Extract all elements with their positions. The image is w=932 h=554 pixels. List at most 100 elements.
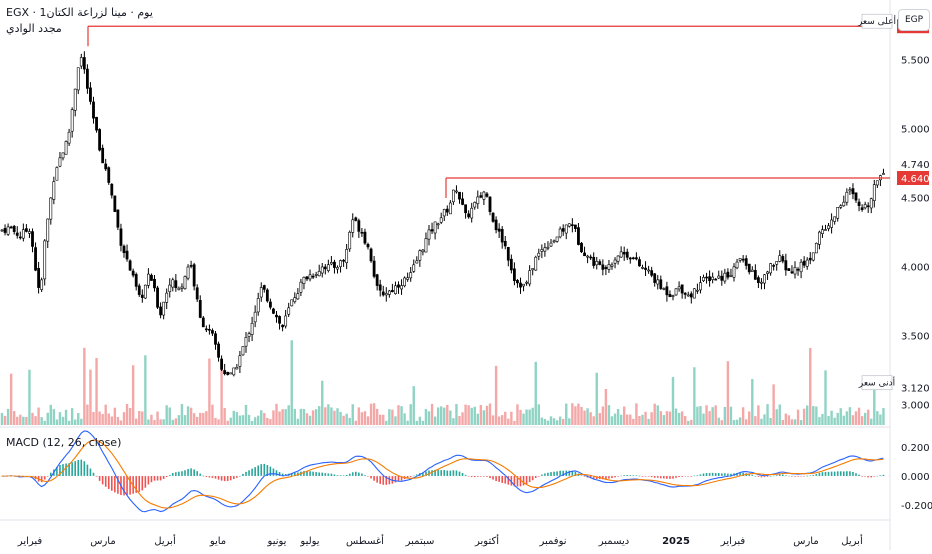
candle-body bbox=[18, 236, 22, 239]
candle-body bbox=[564, 224, 568, 234]
macd-histogram-bar bbox=[836, 471, 839, 476]
candle-body bbox=[485, 193, 489, 197]
macd-histogram-bar bbox=[672, 476, 674, 479]
candle-body bbox=[692, 288, 696, 299]
volume-bar bbox=[842, 415, 845, 425]
candle-body bbox=[436, 223, 440, 226]
candle-body bbox=[378, 284, 382, 291]
volume-bar bbox=[314, 409, 318, 425]
macd-histogram-bar bbox=[284, 473, 287, 476]
candle-body bbox=[747, 263, 751, 273]
volume-bar bbox=[793, 419, 797, 425]
candle-body bbox=[717, 275, 721, 279]
macd-histogram-bar bbox=[409, 476, 412, 477]
volume-bar bbox=[623, 406, 626, 425]
price-label-box bbox=[861, 13, 893, 29]
macd-histogram-bar bbox=[156, 476, 159, 481]
volume-bar bbox=[598, 413, 601, 425]
volume-bar bbox=[440, 406, 443, 425]
macd-histogram-bar bbox=[769, 475, 772, 477]
volume-bar bbox=[876, 411, 879, 425]
volume-bar bbox=[290, 340, 293, 425]
macd-histogram-bar bbox=[562, 470, 564, 476]
candle-body bbox=[272, 308, 275, 314]
macd-histogram-bar bbox=[531, 476, 534, 481]
candle-body bbox=[857, 201, 861, 206]
macd-histogram-bar bbox=[199, 473, 202, 476]
macd-histogram-bar bbox=[43, 476, 46, 480]
candle-body bbox=[278, 316, 281, 324]
candle-body bbox=[671, 295, 675, 297]
candle-body bbox=[821, 229, 824, 234]
volume-bar bbox=[135, 418, 138, 425]
volume-bar bbox=[13, 411, 16, 425]
candle-body bbox=[24, 228, 28, 232]
macd-histogram-bar bbox=[220, 476, 223, 481]
macd-histogram-bar bbox=[351, 472, 354, 476]
macd-histogram-bar bbox=[595, 476, 598, 480]
volume-bar bbox=[397, 405, 400, 425]
candle-body bbox=[76, 67, 80, 91]
volume-bar bbox=[604, 388, 608, 425]
candle-body bbox=[622, 251, 626, 255]
candle-body bbox=[70, 109, 74, 132]
volume-bar bbox=[199, 412, 202, 425]
candle-body bbox=[89, 87, 92, 102]
candle-body bbox=[839, 205, 843, 208]
currency-badge[interactable]: EGP bbox=[898, 9, 930, 31]
volume-bar bbox=[150, 414, 153, 425]
macd-histogram-bar bbox=[394, 476, 397, 483]
macd-histogram-bar bbox=[483, 476, 485, 477]
volume-bar bbox=[220, 367, 223, 425]
volume-bar bbox=[424, 408, 428, 425]
volume-bar bbox=[882, 408, 885, 425]
volume-bar bbox=[180, 404, 184, 425]
candle-body bbox=[281, 324, 285, 328]
candle-body bbox=[43, 240, 47, 280]
candle-body bbox=[98, 129, 102, 151]
macd-histogram-bar bbox=[431, 470, 433, 476]
volume-bar bbox=[494, 365, 498, 425]
volume-bar bbox=[446, 404, 449, 425]
candle-body bbox=[570, 224, 574, 227]
time-tick-label: مايو bbox=[209, 536, 226, 547]
volume-bar bbox=[693, 367, 696, 425]
candle-body bbox=[567, 223, 571, 227]
volume-bar bbox=[214, 417, 217, 425]
candle-body bbox=[3, 228, 7, 233]
candle-body bbox=[95, 116, 98, 131]
candle-body bbox=[827, 225, 830, 229]
volume-bar bbox=[345, 413, 348, 425]
macd-histogram-bar bbox=[522, 476, 525, 486]
time-tick-label: أبريل bbox=[841, 534, 863, 547]
volume-bar bbox=[49, 404, 52, 425]
candle-body bbox=[336, 267, 339, 270]
macd-histogram-bar bbox=[455, 470, 458, 476]
signal-line bbox=[2, 439, 884, 509]
time-tick-label: يونيو bbox=[267, 536, 287, 547]
volume-bar bbox=[196, 416, 199, 425]
time-tick-label: سبتمبر bbox=[405, 536, 435, 547]
macd-histogram-bar bbox=[507, 476, 510, 485]
volume-bar bbox=[501, 415, 504, 425]
volume-bar bbox=[482, 410, 486, 425]
macd-histogram-bar bbox=[504, 476, 507, 484]
macd-histogram-bar bbox=[660, 476, 662, 479]
volume-bar bbox=[671, 377, 675, 425]
macd-histogram-bar bbox=[632, 475, 635, 476]
volume-bar bbox=[31, 412, 34, 425]
macd-histogram-bar bbox=[214, 476, 217, 479]
volume-bar bbox=[510, 411, 513, 425]
candle-body bbox=[644, 267, 647, 270]
macd-histogram-bar bbox=[281, 473, 284, 476]
candle-body bbox=[601, 264, 605, 270]
volume-bar bbox=[144, 355, 147, 425]
volume-bar bbox=[9, 373, 13, 425]
candle-body bbox=[631, 257, 635, 260]
volume-bar bbox=[388, 409, 391, 425]
volume-bar bbox=[507, 418, 510, 425]
volume-bar bbox=[449, 410, 452, 425]
time-tick-label: ديسمبر bbox=[598, 536, 629, 547]
volume-bar bbox=[455, 404, 458, 425]
